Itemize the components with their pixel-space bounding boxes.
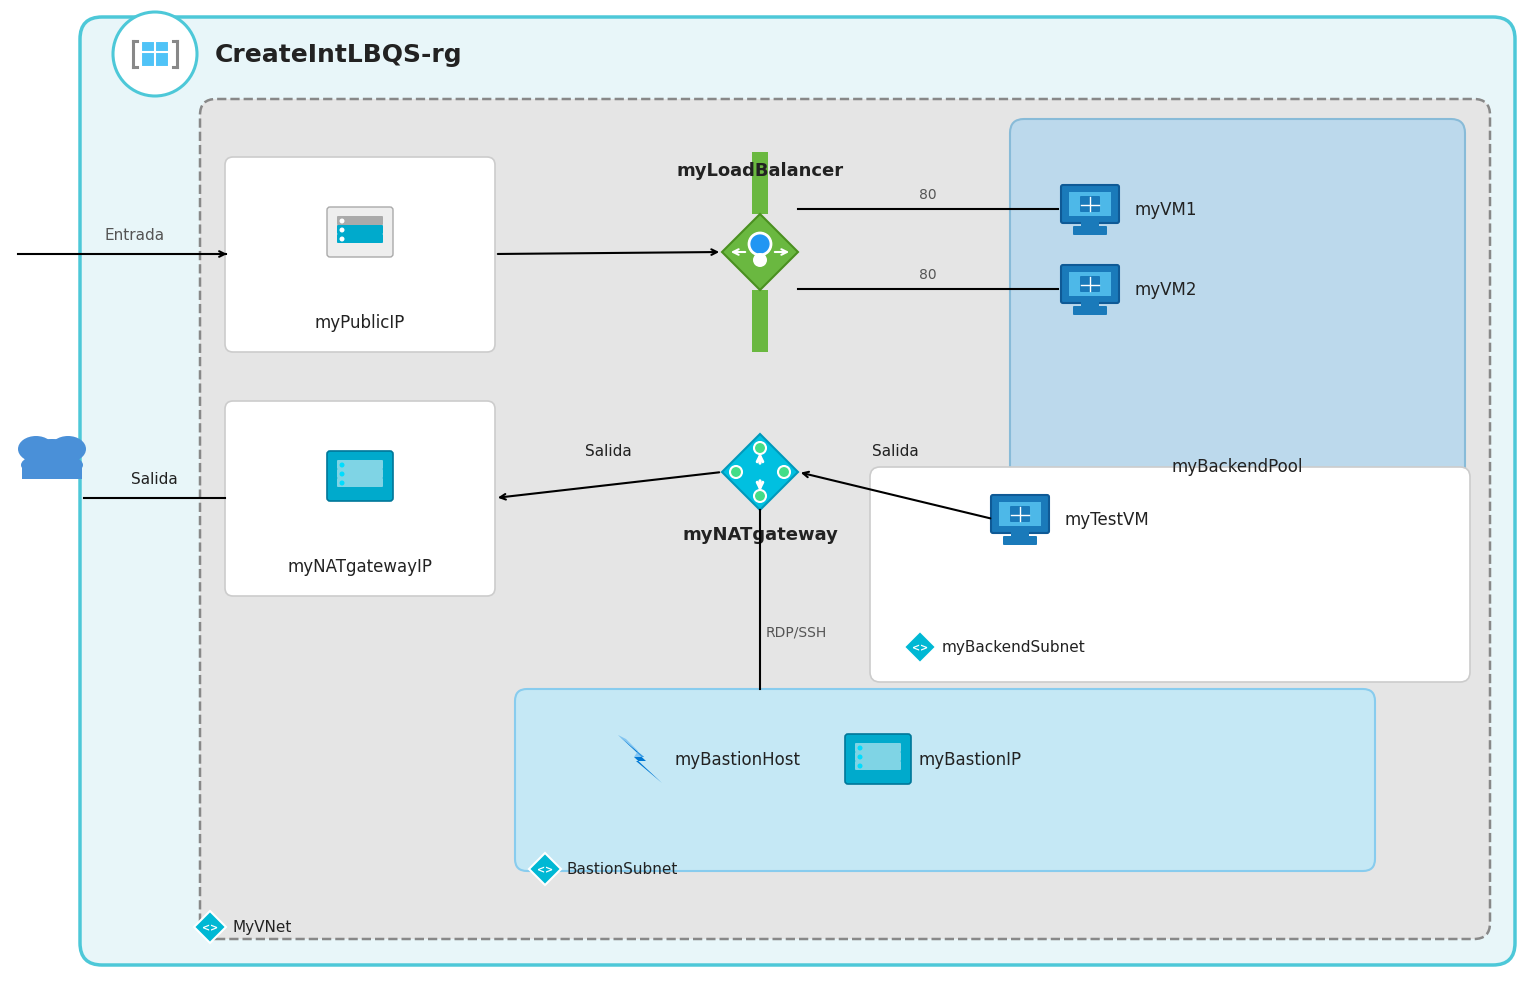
FancyBboxPatch shape bbox=[225, 158, 494, 353]
FancyBboxPatch shape bbox=[1010, 507, 1030, 523]
Text: <: < bbox=[202, 922, 209, 932]
FancyBboxPatch shape bbox=[337, 460, 383, 469]
Text: myVM1: myVM1 bbox=[1135, 201, 1198, 219]
Circle shape bbox=[339, 481, 345, 486]
Polygon shape bbox=[722, 215, 798, 290]
Polygon shape bbox=[618, 736, 644, 757]
Polygon shape bbox=[194, 911, 226, 943]
Text: 80: 80 bbox=[919, 188, 936, 202]
Circle shape bbox=[858, 754, 862, 759]
Text: >: > bbox=[919, 642, 929, 652]
FancyBboxPatch shape bbox=[514, 689, 1375, 871]
Text: myNATgatewayIP: myNATgatewayIP bbox=[288, 558, 433, 576]
FancyBboxPatch shape bbox=[1069, 193, 1110, 217]
Circle shape bbox=[778, 466, 790, 478]
Circle shape bbox=[339, 238, 345, 243]
FancyBboxPatch shape bbox=[326, 208, 393, 257]
FancyBboxPatch shape bbox=[855, 744, 901, 752]
FancyBboxPatch shape bbox=[1061, 186, 1120, 224]
Text: myBastionHost: myBastionHost bbox=[675, 750, 801, 768]
Text: myLoadBalancer: myLoadBalancer bbox=[676, 162, 844, 180]
FancyBboxPatch shape bbox=[1010, 530, 1029, 540]
Text: myBackendSubnet: myBackendSubnet bbox=[942, 640, 1086, 655]
FancyBboxPatch shape bbox=[845, 735, 912, 784]
Text: BastionSubnet: BastionSubnet bbox=[567, 862, 679, 877]
FancyBboxPatch shape bbox=[1003, 537, 1036, 546]
Polygon shape bbox=[904, 631, 936, 663]
FancyBboxPatch shape bbox=[80, 18, 1515, 965]
FancyBboxPatch shape bbox=[752, 153, 768, 215]
FancyBboxPatch shape bbox=[992, 495, 1049, 534]
Ellipse shape bbox=[49, 436, 86, 462]
Text: myBastionIP: myBastionIP bbox=[918, 750, 1021, 768]
Text: >: > bbox=[209, 922, 219, 932]
Circle shape bbox=[339, 472, 345, 477]
Text: Salida: Salida bbox=[131, 471, 177, 486]
Text: myTestVM: myTestVM bbox=[1066, 511, 1150, 529]
FancyBboxPatch shape bbox=[225, 402, 494, 596]
Circle shape bbox=[112, 13, 197, 96]
FancyBboxPatch shape bbox=[1010, 120, 1465, 494]
Circle shape bbox=[753, 253, 767, 267]
FancyBboxPatch shape bbox=[1080, 197, 1100, 213]
Polygon shape bbox=[618, 736, 662, 783]
FancyBboxPatch shape bbox=[337, 217, 383, 226]
Circle shape bbox=[339, 229, 345, 234]
Text: Entrada: Entrada bbox=[105, 228, 165, 243]
Ellipse shape bbox=[22, 453, 83, 477]
Text: <: < bbox=[912, 642, 919, 652]
FancyBboxPatch shape bbox=[1073, 307, 1107, 316]
Circle shape bbox=[755, 442, 765, 454]
FancyBboxPatch shape bbox=[200, 100, 1491, 939]
Text: myVM2: myVM2 bbox=[1135, 280, 1198, 299]
FancyBboxPatch shape bbox=[1080, 276, 1100, 292]
FancyBboxPatch shape bbox=[326, 451, 393, 502]
Text: RDP/SSH: RDP/SSH bbox=[765, 625, 827, 639]
FancyBboxPatch shape bbox=[752, 290, 768, 353]
Circle shape bbox=[339, 463, 345, 468]
Polygon shape bbox=[722, 434, 798, 511]
Text: CreateIntLBQS-rg: CreateIntLBQS-rg bbox=[216, 43, 462, 67]
Polygon shape bbox=[530, 853, 561, 885]
Text: Salida: Salida bbox=[585, 443, 631, 458]
Circle shape bbox=[858, 746, 862, 750]
Circle shape bbox=[748, 234, 772, 255]
FancyBboxPatch shape bbox=[142, 42, 169, 68]
Text: 80: 80 bbox=[919, 267, 936, 281]
FancyBboxPatch shape bbox=[22, 463, 82, 479]
Text: >: > bbox=[545, 864, 553, 874]
FancyBboxPatch shape bbox=[1069, 272, 1110, 296]
FancyBboxPatch shape bbox=[999, 503, 1041, 527]
FancyBboxPatch shape bbox=[1073, 227, 1107, 236]
FancyBboxPatch shape bbox=[1081, 300, 1100, 310]
Text: myBackendPool: myBackendPool bbox=[1172, 457, 1303, 475]
FancyBboxPatch shape bbox=[337, 226, 383, 235]
Text: Salida: Salida bbox=[872, 443, 918, 458]
Circle shape bbox=[755, 490, 765, 503]
FancyBboxPatch shape bbox=[337, 235, 383, 244]
FancyBboxPatch shape bbox=[337, 478, 383, 487]
Text: myNATgateway: myNATgateway bbox=[682, 526, 838, 544]
Circle shape bbox=[339, 220, 345, 225]
Ellipse shape bbox=[18, 436, 54, 462]
FancyBboxPatch shape bbox=[1061, 265, 1120, 304]
FancyBboxPatch shape bbox=[855, 761, 901, 770]
Circle shape bbox=[858, 763, 862, 768]
FancyBboxPatch shape bbox=[855, 752, 901, 761]
Ellipse shape bbox=[25, 439, 80, 471]
Text: myPublicIP: myPublicIP bbox=[314, 314, 405, 332]
FancyBboxPatch shape bbox=[1081, 220, 1100, 230]
Circle shape bbox=[730, 466, 742, 478]
Text: <: < bbox=[537, 864, 545, 874]
Text: MyVNet: MyVNet bbox=[233, 919, 291, 934]
FancyBboxPatch shape bbox=[337, 469, 383, 478]
FancyBboxPatch shape bbox=[870, 467, 1471, 682]
